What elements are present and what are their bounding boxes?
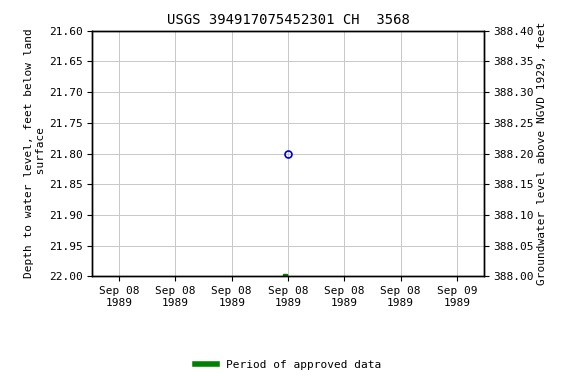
Legend: Period of approved data: Period of approved data: [191, 356, 385, 375]
Title: USGS 394917075452301 CH  3568: USGS 394917075452301 CH 3568: [166, 13, 410, 27]
Y-axis label: Depth to water level, feet below land
 surface: Depth to water level, feet below land su…: [24, 29, 46, 278]
Y-axis label: Groundwater level above NGVD 1929, feet: Groundwater level above NGVD 1929, feet: [537, 22, 547, 285]
